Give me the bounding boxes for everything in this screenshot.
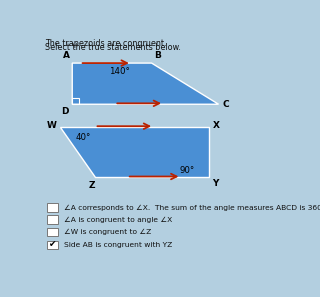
Text: Side AB is congruent with YZ: Side AB is congruent with YZ xyxy=(64,242,172,248)
Text: ✔: ✔ xyxy=(49,240,57,249)
Text: 140°: 140° xyxy=(109,67,130,76)
Text: C: C xyxy=(222,100,229,109)
Text: D: D xyxy=(61,107,68,116)
Text: W: W xyxy=(46,121,56,130)
Text: ∠W is congruent to ∠Z: ∠W is congruent to ∠Z xyxy=(64,229,151,235)
FancyBboxPatch shape xyxy=(47,203,58,212)
FancyBboxPatch shape xyxy=(47,241,58,249)
Text: 90°: 90° xyxy=(180,166,195,175)
Text: Z: Z xyxy=(89,181,95,190)
Text: 40°: 40° xyxy=(76,133,91,142)
Text: Y: Y xyxy=(212,178,219,188)
Text: The trapezoids are congruent.: The trapezoids are congruent. xyxy=(45,39,166,48)
Polygon shape xyxy=(72,63,219,104)
Text: Select the true statements below.: Select the true statements below. xyxy=(45,43,181,52)
Text: ∠A corresponds to ∠X.  The sum of the angle measures ABCD is 360: ∠A corresponds to ∠X. The sum of the ang… xyxy=(64,205,320,211)
Text: A: A xyxy=(63,51,70,60)
Polygon shape xyxy=(60,127,209,177)
Text: B: B xyxy=(154,51,161,60)
FancyBboxPatch shape xyxy=(47,215,58,224)
FancyBboxPatch shape xyxy=(47,228,58,236)
Text: ∠A is congruent to angle ∠X: ∠A is congruent to angle ∠X xyxy=(64,217,172,223)
Text: X: X xyxy=(212,121,220,130)
